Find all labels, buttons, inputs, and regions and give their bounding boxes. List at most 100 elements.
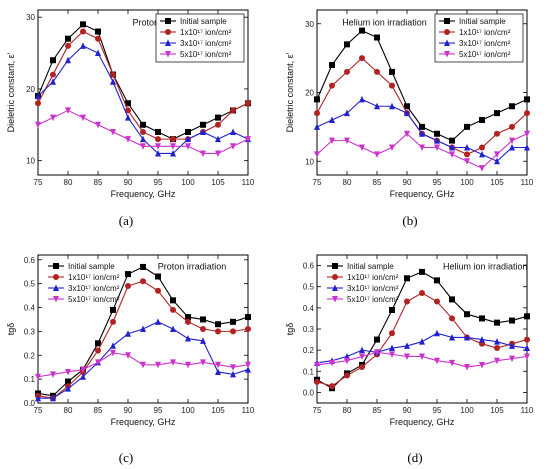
data-point: [95, 359, 101, 366]
legend-entry: 3x10¹⁷ ion/cm²: [347, 284, 399, 293]
data-point: [404, 298, 410, 305]
y-tick-label: 20: [305, 89, 314, 98]
data-point: [65, 385, 71, 392]
data-point: [215, 328, 221, 335]
data-point: [479, 361, 485, 369]
data-point: [329, 383, 335, 390]
legend-entry: 1x10¹⁷ ion/cm²: [347, 273, 399, 282]
y-tick-label: 0.3: [24, 327, 36, 336]
data-point: [479, 150, 485, 158]
data-point: [80, 28, 86, 35]
x-tick-label: 85: [373, 178, 382, 187]
legend-marker: [444, 51, 450, 58]
data-point: [524, 336, 530, 343]
data-point: [50, 394, 56, 402]
data-point: [344, 372, 350, 379]
data-point: [80, 366, 86, 374]
data-point: [374, 151, 380, 158]
series-2: [314, 290, 530, 390]
data-point: [449, 315, 455, 322]
data-point: [65, 56, 71, 64]
data-point: [449, 296, 455, 303]
data-point: [140, 135, 146, 143]
data-point: [95, 49, 101, 57]
data-point: [170, 297, 176, 304]
legend-entry: 3x10¹⁷ ion/cm²: [459, 39, 511, 48]
x-axis-title: Frequency, GHz: [390, 189, 455, 199]
data-point: [200, 316, 206, 323]
data-point: [494, 338, 500, 345]
legend-marker: [332, 284, 338, 291]
y-tick-label: 0.6: [303, 262, 315, 271]
y-tick-label: 10: [26, 157, 35, 166]
x-tick-label: 75: [34, 406, 43, 415]
data-point: [524, 110, 530, 117]
data-point: [389, 344, 395, 352]
legend-entry: 3x10¹⁷ ion/cm²: [68, 284, 120, 293]
data-point: [329, 116, 335, 123]
data-point: [359, 95, 365, 103]
data-point: [479, 165, 485, 172]
data-point: [494, 357, 500, 365]
data-point: [464, 123, 470, 130]
data-point: [50, 114, 56, 122]
y-tick-label: 30: [305, 20, 314, 29]
data-point: [404, 130, 410, 138]
series-4: [35, 107, 251, 157]
data-point: [125, 271, 131, 278]
legend-entry: Initial sample: [459, 17, 506, 26]
y-tick-label: 0.5: [303, 283, 315, 292]
data-point: [464, 364, 470, 371]
data-point: [245, 326, 251, 332]
legend-entry: 1x10¹⁷ ion/cm²: [459, 28, 511, 37]
legend-entry: 5x10¹⁷ ion/cm²: [180, 50, 232, 59]
chart-panel-1: 75 80 85 90 95 100 105 110 10 20 30 Frequency, GHz D…: [6, 9, 255, 228]
data-point: [155, 128, 161, 135]
x-tick-label: 80: [343, 178, 352, 187]
data-point: [230, 107, 236, 114]
x-tick-label: 105: [211, 178, 225, 187]
legend-marker: [165, 29, 171, 35]
data-point: [479, 336, 485, 343]
legend-marker: [53, 296, 59, 303]
x-tick-label: 80: [343, 406, 352, 415]
data-point: [479, 144, 485, 151]
data-point: [374, 68, 380, 75]
data-point: [494, 110, 500, 117]
y-tick-label: 0.4: [24, 304, 36, 313]
data-point: [50, 71, 56, 78]
data-point: [35, 92, 41, 100]
data-point: [419, 338, 425, 345]
x-tick-label: 80: [64, 406, 73, 415]
data-point: [65, 35, 71, 42]
data-point: [245, 314, 251, 321]
x-axis-title: Frequency, GHz: [111, 417, 176, 427]
x-tick-label: 90: [403, 406, 412, 415]
data-point: [494, 151, 500, 158]
data-point: [200, 128, 206, 135]
data-point: [50, 78, 56, 85]
data-point: [245, 366, 251, 373]
y-tick-label: 10: [305, 157, 314, 166]
data-point: [230, 318, 236, 325]
data-point: [344, 68, 350, 75]
data-point: [155, 136, 161, 143]
data-point: [95, 340, 101, 347]
y-tick-label: 0.0: [303, 388, 315, 397]
data-point: [524, 353, 530, 360]
data-point: [509, 103, 515, 110]
data-point: [80, 42, 86, 49]
data-point: [200, 121, 206, 128]
data-point: [389, 68, 395, 75]
y-tick-label: 0.1: [303, 367, 315, 376]
x-tick-label: 80: [64, 178, 73, 187]
data-point: [524, 313, 530, 320]
x-tick-label: 105: [490, 406, 504, 415]
data-point: [479, 315, 485, 322]
panel-annotation: Proton irradiation: [158, 261, 227, 271]
data-point: [464, 311, 470, 318]
data-point: [245, 361, 251, 369]
x-axis-title: Frequency, GHz: [390, 417, 455, 427]
data-point: [95, 28, 101, 35]
